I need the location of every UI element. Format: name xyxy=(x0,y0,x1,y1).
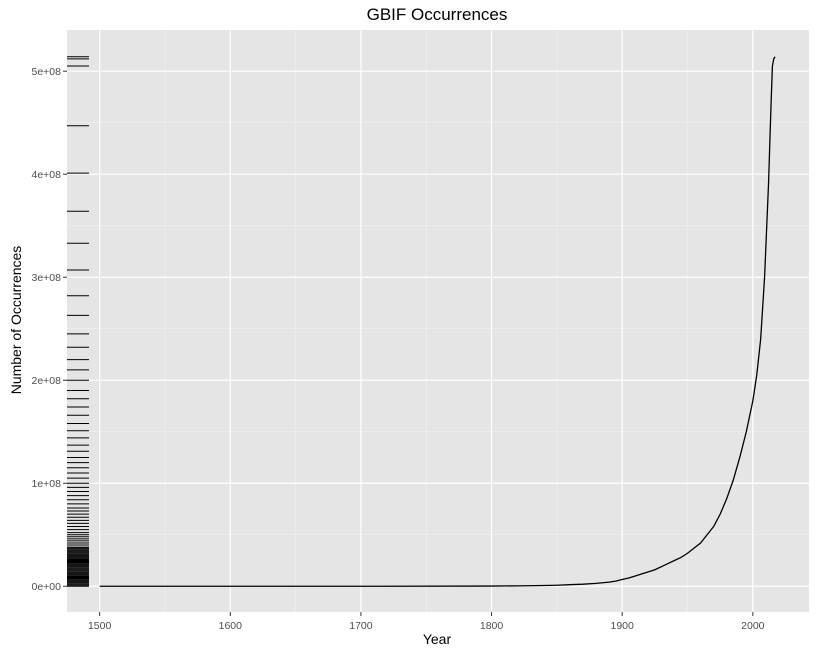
chart-title: GBIF Occurrences xyxy=(367,5,508,24)
y-tick-label: 2e+08 xyxy=(32,375,62,387)
series-line xyxy=(99,56,776,587)
y-tick-label: 1e+08 xyxy=(32,478,62,490)
rug-marks xyxy=(67,56,89,587)
y-tick-label: 0e+00 xyxy=(32,581,62,593)
x-axis-title: Year xyxy=(423,631,452,647)
x-tick-label: 2000 xyxy=(741,620,765,632)
y-tick-label: 3e+08 xyxy=(32,272,62,284)
x-tick-label: 1800 xyxy=(480,620,504,632)
x-axis-ticks: 1500 1600 1700 1800 1900 2000 xyxy=(88,612,765,632)
x-tick-label: 1500 xyxy=(88,620,112,632)
y-tick-label: 5e+08 xyxy=(32,66,62,78)
plot-panel xyxy=(67,30,809,612)
x-tick-label: 1600 xyxy=(219,620,243,632)
y-axis-ticks: 0e+00 1e+08 2e+08 3e+08 4e+08 5e+08 xyxy=(32,66,67,593)
y-tick-label: 4e+08 xyxy=(32,169,62,181)
x-tick-label: 1900 xyxy=(611,620,635,632)
y-axis-title: Number of Occurrences xyxy=(8,246,24,395)
grid-minor xyxy=(67,30,809,612)
x-tick-label: 1700 xyxy=(349,620,373,632)
